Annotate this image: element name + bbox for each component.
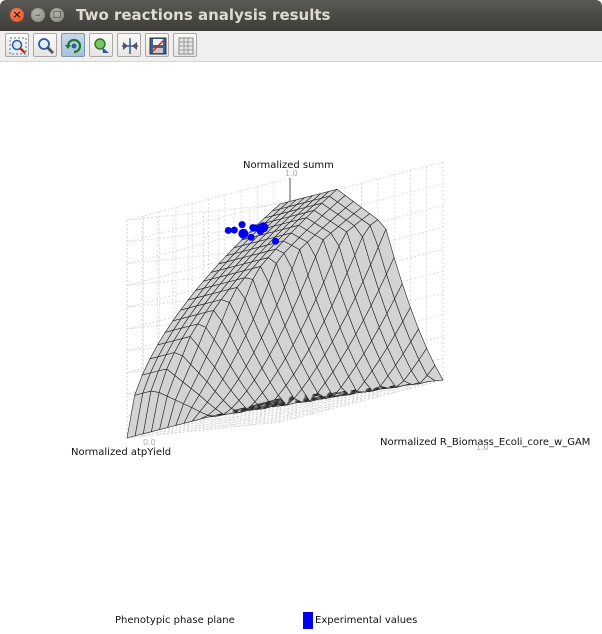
surface-mesh [126,188,444,439]
x-axis-label: Normalized R_Biomass_Ecoli_core_w_GAM [380,437,590,448]
save-button[interactable] [145,33,169,57]
grid-line [234,384,398,428]
save-disk-icon [149,37,167,55]
minimize-window-button[interactable]: – [31,8,45,22]
title-bar[interactable]: × – □ Two reactions analysis results [0,0,602,31]
legend-experimental-swatch [303,612,313,629]
window-title: Two reactions analysis results [76,6,331,24]
grid-line [264,381,428,424]
grid-line [126,177,291,221]
grid-line [143,417,297,435]
experimental-point [258,222,269,233]
rotate-button[interactable] [61,33,85,57]
x-tick-label: 1.0 [476,443,489,452]
experimental-points [224,221,280,245]
experimental-point [272,237,280,245]
arrows-center-icon [122,38,138,54]
zoom-button[interactable] [33,33,57,57]
experimental-point [247,233,255,241]
legend-experimental-label: Experimental values [315,615,418,626]
grid-line [159,413,313,430]
grid-line [175,409,329,426]
experimental-point [238,228,249,239]
surface-chart[interactable]: Normalized summ Normalized R_Biomass_Eco… [0,62,602,622]
grid-line [192,404,346,422]
rotate-icon [65,38,82,54]
z-axis-label: Normalized summ [243,160,334,171]
surface-cell [426,364,444,382]
legend: Phenotypic phase plane Experimental valu… [0,612,602,632]
grid-line [126,203,281,221]
zoom-region-icon [9,37,27,55]
grid-line [126,421,281,439]
close-window-button[interactable]: × [10,8,24,22]
zoom-box-button[interactable] [5,33,29,57]
magnifier-icon [38,38,55,55]
grid-table-icon [178,37,194,55]
y-axis-label: Normalized atpYield [71,447,171,458]
grid-line [126,199,291,243]
table-button[interactable] [173,33,197,57]
experimental-point [238,221,246,229]
move-icon [94,38,109,53]
toolbar [0,31,602,62]
pan-button[interactable] [89,33,113,57]
plot-area[interactable]: Normalized summ Normalized R_Biomass_Eco… [0,62,602,622]
reset-view-button[interactable] [117,33,141,57]
grid-line [249,382,413,426]
maximize-window-button[interactable]: □ [50,8,64,22]
experimental-point [230,226,238,234]
experimental-point [224,226,232,234]
z-tick-label: 1.0 [285,169,298,178]
grid-line [279,379,444,423]
legend-surface-label: Phenotypic phase plane [115,615,235,626]
y-tick-label: 0.0 [143,438,156,447]
